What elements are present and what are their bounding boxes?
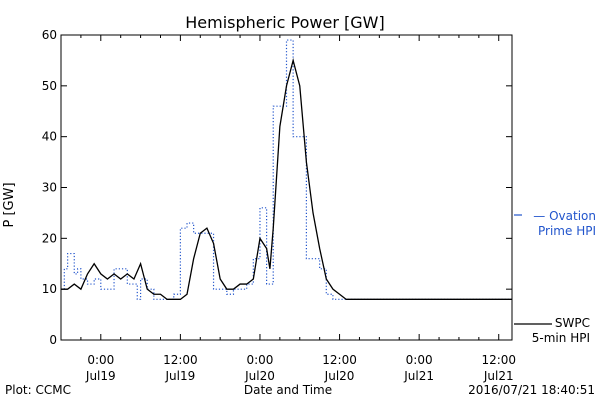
x-tick-time-label: 12:00 [163,353,198,367]
x-axis-label: Date and Time [244,383,332,397]
plot-timestamp: 2016/07/21 18:40:51 [468,383,595,397]
legend-label-ovation-line1: — Ovation [533,209,596,223]
x-tick-time-label: 12:00 [322,353,357,367]
x-tick-time-label: 0:00 [87,353,114,367]
legend-label-swpc-line2: 5-min HPI [532,331,590,345]
y-axis-label: P [GW] [2,182,17,227]
plot-axes: 0 10 20 30 40 50 60 0:00 Jul19 12:00 Jul19 0:00 Jul2… [42,28,516,383]
x-tick-date-label: Jul21 [483,369,514,383]
x-tick-time-label: 0:00 [246,353,273,367]
plot-credit: Plot: CCMC [5,383,71,397]
series-line-swpc [61,57,512,300]
y-tick-label: 10 [42,282,57,296]
y-tick-label: 60 [42,28,57,42]
y-tick-label: 30 [42,181,57,195]
series-line-ovation-prime [61,39,512,300]
y-tick-label: 40 [42,130,57,144]
legend-label-swpc-line1: SWPC [555,316,590,330]
x-tick-date-label: Jul20 [244,369,275,383]
series-layer [61,39,512,300]
y-tick-label: 20 [42,231,57,245]
x-tick-time-label: 12:00 [481,353,516,367]
y-tick-label: 50 [42,79,57,93]
legend-label-ovation-line2: Prime HPI [538,224,596,238]
x-tick-time-label: 0:00 [406,353,433,367]
chart-title: Hemispheric Power [GW] [185,13,384,32]
x-tick-date-label: Jul19 [165,369,196,383]
x-tick-date-label: Jul19 [85,369,116,383]
x-tick-date-label: Jul21 [403,369,434,383]
y-tick-label: 0 [49,333,57,347]
x-tick-date-label: Jul20 [324,369,355,383]
